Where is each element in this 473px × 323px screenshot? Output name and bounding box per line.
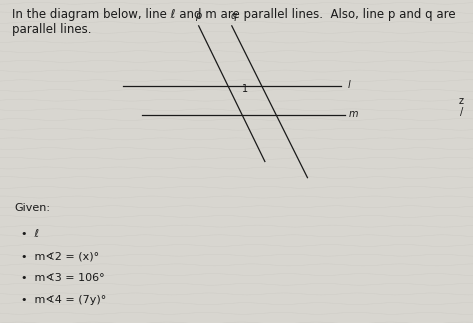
Text: •  m∢3 = 106°: • m∢3 = 106°: [21, 273, 105, 283]
Text: •  m∢2 = (x)°: • m∢2 = (x)°: [21, 251, 99, 261]
Text: l: l: [348, 80, 350, 89]
Text: p: p: [194, 11, 201, 21]
Text: In the diagram below, line ℓ and m are parallel lines.  Also, line p and q are
p: In the diagram below, line ℓ and m are p…: [12, 8, 455, 36]
Text: •  ℓ: • ℓ: [21, 229, 39, 239]
Text: 1: 1: [242, 84, 248, 94]
Text: z
/: z /: [459, 96, 464, 117]
Text: m: m: [349, 109, 359, 119]
Text: Given:: Given:: [14, 203, 50, 214]
Text: •  m∢4 = (7y)°: • m∢4 = (7y)°: [21, 295, 106, 305]
Text: q: q: [231, 11, 237, 21]
